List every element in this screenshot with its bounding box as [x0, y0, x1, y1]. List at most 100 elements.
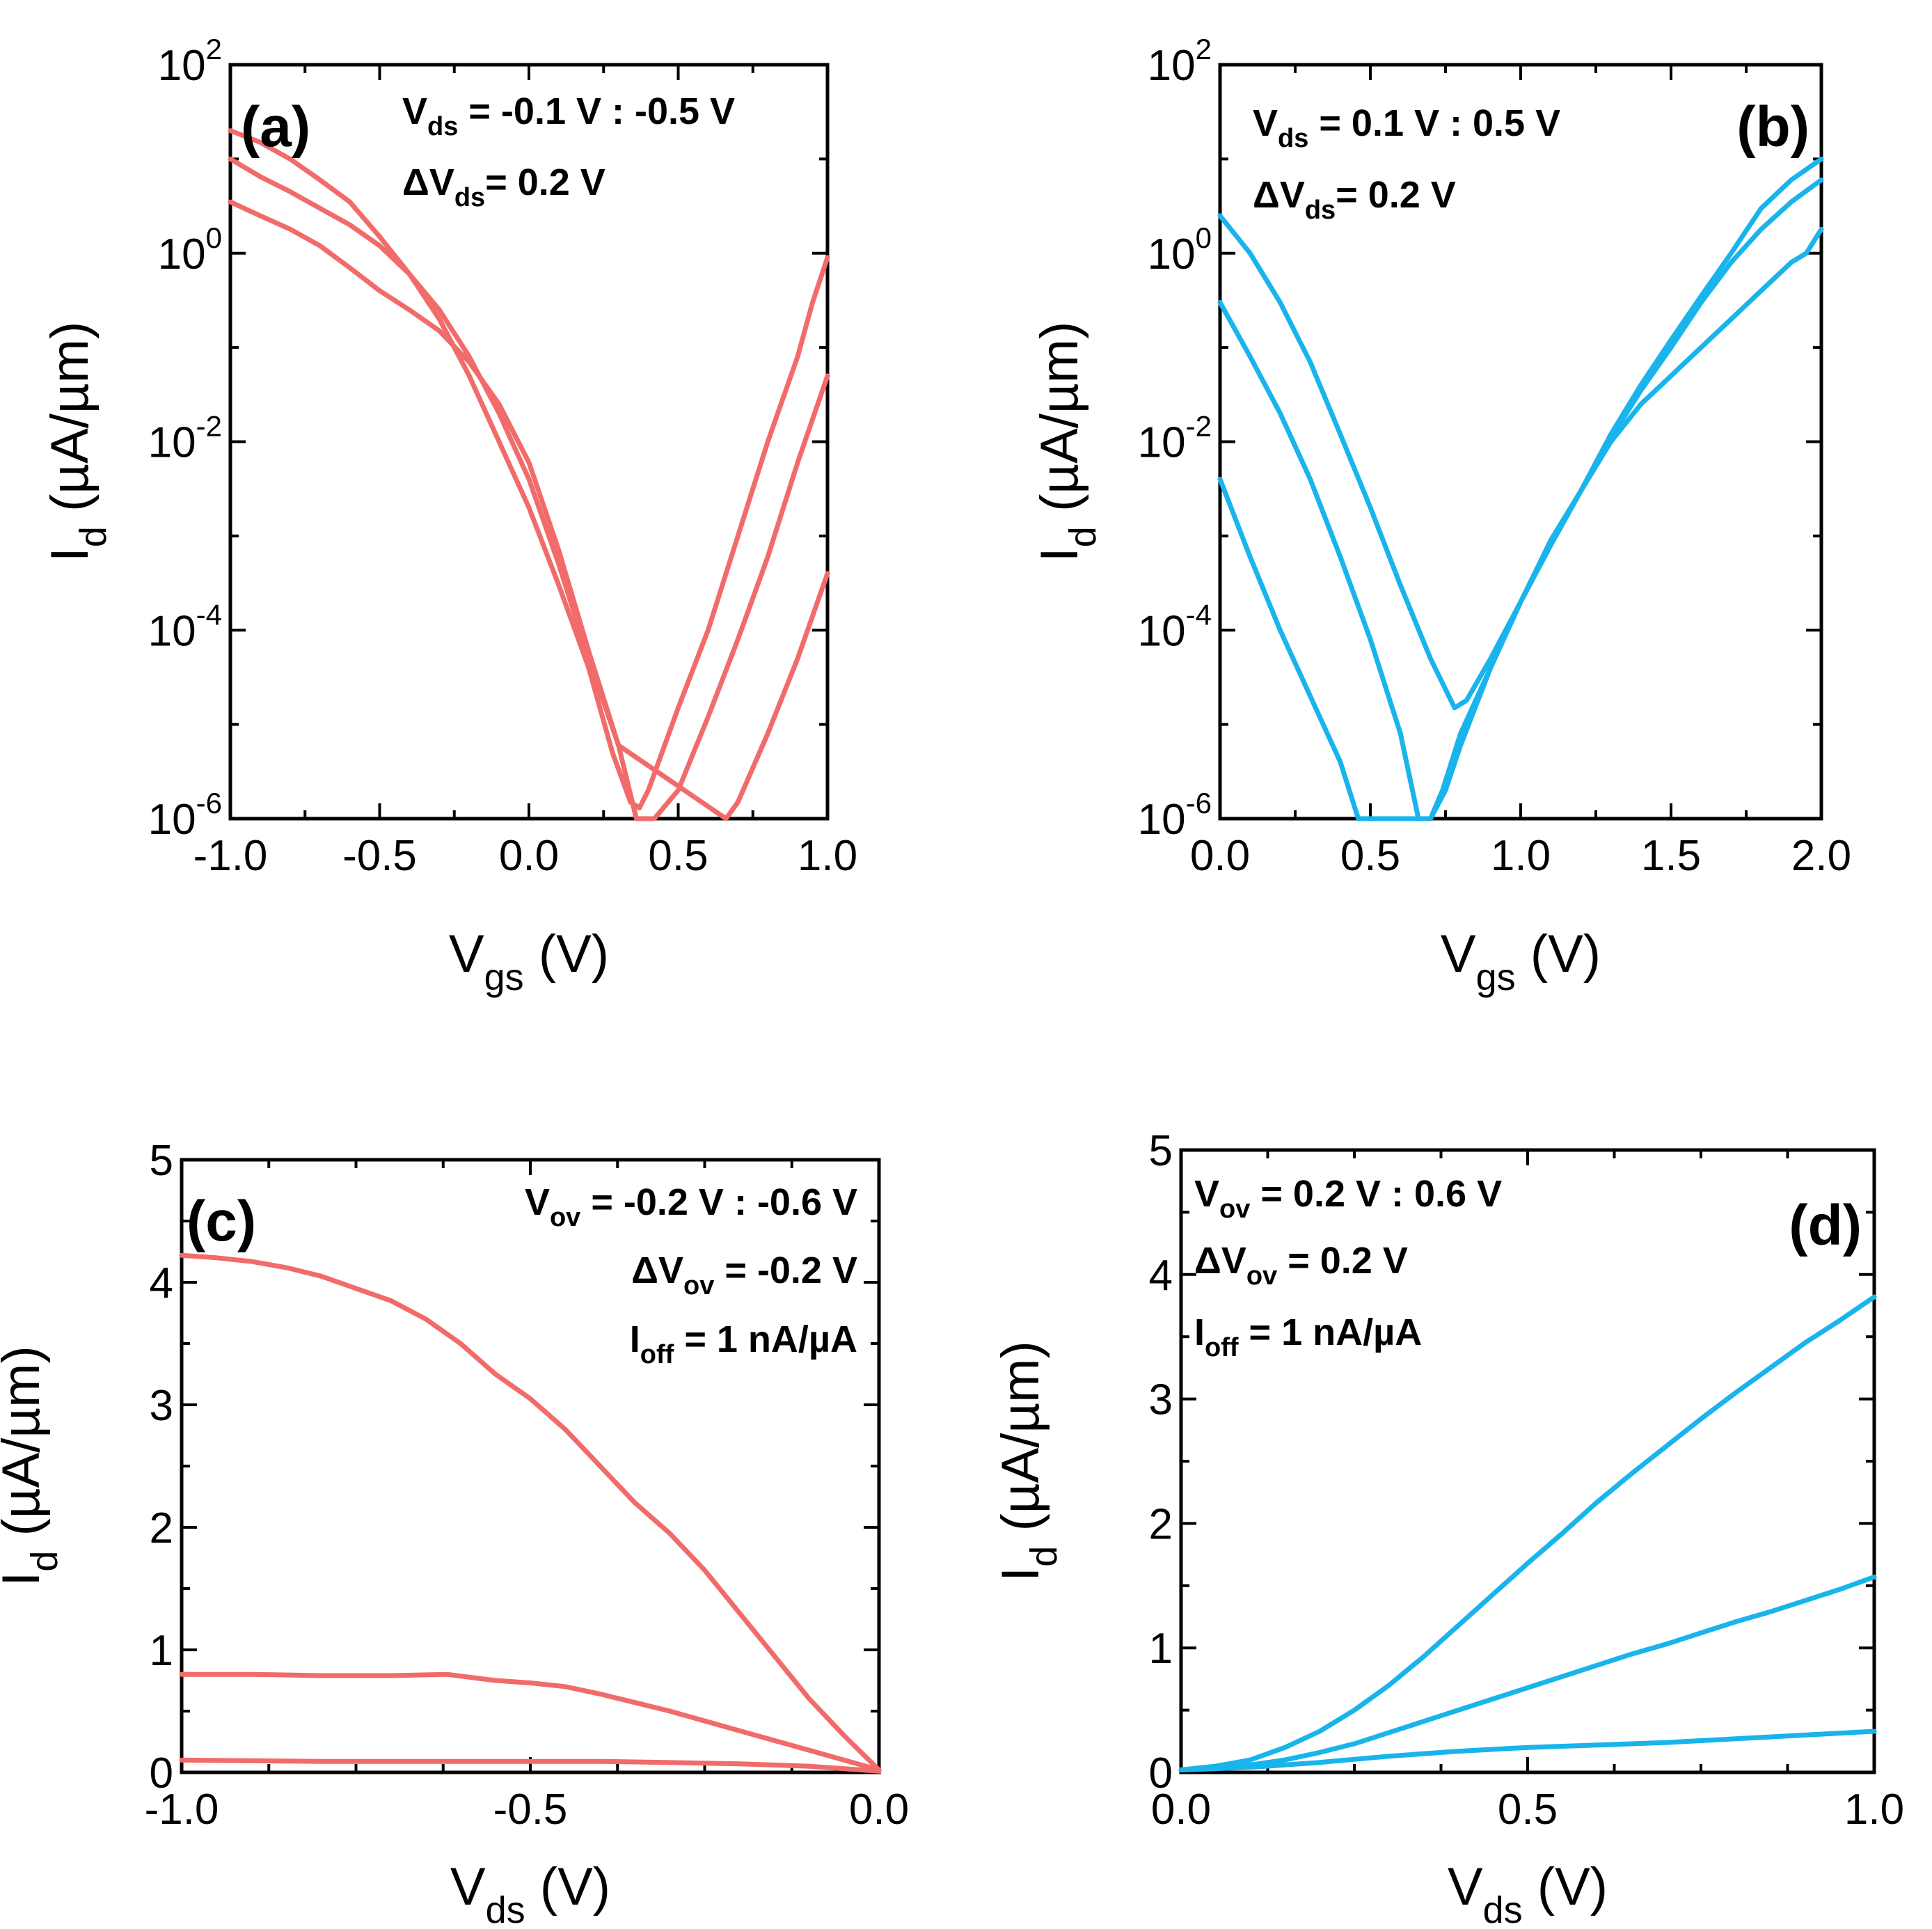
panel-b: 0.0 0.5 1.0 1.5 2.0 10-6 10-4 10-2 100 102 (b) V… [1030, 33, 1851, 998]
panel-label-a: (a) [241, 95, 310, 159]
y-tick-label: 102 [1148, 33, 1212, 90]
y-tick-label: 0 [1149, 1749, 1173, 1797]
y-tick-labels-b: 10-6 10-4 10-2 100 102 [1138, 33, 1212, 844]
y-axis-title-a: Id (µA/µm) [40, 322, 114, 562]
annotation-line: ΔVov = 0.2 V [1194, 1240, 1408, 1291]
y-tick-labels-a: 10-6 10-4 10-2 100 102 [148, 33, 222, 844]
series-line-b-2 [1217, 177, 1824, 821]
y-tick-label: 10-4 [1138, 598, 1212, 655]
minor-ticks-b [1220, 65, 1821, 819]
curves-b [1217, 156, 1824, 821]
series-line-d-2 [1178, 1574, 1877, 1772]
curves-a [228, 128, 830, 821]
series-line-b-3 [1217, 226, 1824, 821]
x-tick-label: 0.5 [1498, 1786, 1558, 1834]
y-tick-label: 10-6 [1138, 787, 1212, 844]
annotations-c: Vov = -0.2 V : -0.6 V ΔVov = -0.2 V Ioff =… [525, 1181, 857, 1369]
x-tick-label: -0.5 [493, 1786, 568, 1834]
major-ticks-d [1180, 1149, 1876, 1774]
major-ticks-b [1219, 63, 1823, 820]
y-tick-labels-c: 0 1 2 3 4 5 [150, 1137, 173, 1797]
panel-label-b: (b) [1736, 95, 1810, 159]
y-tick-label: 100 [158, 221, 222, 278]
minor-ticks-c [182, 1160, 879, 1772]
x-tick-label: -0.5 [342, 832, 417, 880]
x-tick-label: 0.0 [1190, 832, 1250, 880]
annotations-a: Vds = -0.1 V : -0.5 V ΔVds= 0.2 V [402, 90, 735, 212]
x-tick-labels-c: -1.0 -0.5 0.0 [145, 1786, 910, 1834]
x-tick-label: 1.0 [1844, 1786, 1904, 1834]
x-tick-label: 0.5 [648, 832, 708, 880]
y-tick-label: 5 [150, 1137, 173, 1185]
plot-frame-b [1218, 63, 1823, 821]
major-ticks-a [229, 63, 829, 820]
panel-a: -1.0 -0.5 0.0 0.5 1.0 10-6 10-4 10-2 100 102 (a)… [40, 33, 857, 998]
x-tick-label: 0.0 [499, 832, 559, 880]
series-line-b-1 [1217, 156, 1824, 711]
y-tick-label: 4 [1149, 1252, 1173, 1300]
x-axis-title-d: Vds (V) [1448, 1857, 1608, 1929]
minor-ticks-d [1181, 1150, 1874, 1772]
series-line-a-2 [228, 156, 830, 821]
y-axis-title-b: Id (µA/µm) [1030, 322, 1104, 562]
x-axis-title-a: Vgs (V) [449, 924, 609, 998]
x-tick-labels-b: 0.0 0.5 1.0 1.5 2.0 [1190, 832, 1851, 880]
y-tick-label: 1 [1149, 1625, 1173, 1673]
y-tick-label: 4 [150, 1259, 173, 1307]
annotations-d: Vov = 0.2 V : 0.6 V ΔVov = 0.2 V Ioff = 1 … [1194, 1173, 1502, 1362]
annotation-line: Vds = -0.1 V : -0.5 V [402, 90, 735, 141]
annotation-line: Vds = 0.1 V : 0.5 V [1253, 102, 1560, 153]
annotation-line: Ioff = 1 nA/µA [1194, 1312, 1422, 1362]
panel-label-c: (c) [187, 1190, 256, 1253]
annotation-line: Ioff = 1 nA/µA [630, 1318, 857, 1369]
series-line-c-3 [179, 1757, 882, 1774]
annotation-line: Vov = 0.2 V : 0.6 V [1194, 1173, 1502, 1224]
y-tick-label: 10-2 [1138, 410, 1212, 467]
y-tick-label: 3 [150, 1382, 173, 1430]
x-tick-labels-a: -1.0 -0.5 0.0 0.5 1.0 [193, 832, 858, 880]
y-axis-title-c: Id (µA/µm) [0, 1346, 65, 1586]
y-tick-label: 5 [1149, 1127, 1173, 1175]
y-tick-label: 1 [150, 1627, 173, 1675]
minor-ticks-a [230, 65, 828, 819]
y-tick-labels-d: 0 1 2 3 4 5 [1149, 1127, 1173, 1797]
y-tick-label: 2 [150, 1504, 173, 1552]
y-tick-label: 100 [1148, 221, 1212, 278]
curves-c [179, 1252, 882, 1774]
series-line-d-3 [1178, 1729, 1877, 1772]
y-tick-label: 10-2 [148, 410, 222, 467]
x-tick-label: -1.0 [193, 832, 268, 880]
y-tick-label: 10-6 [148, 787, 222, 844]
x-tick-label: 2.0 [1791, 832, 1851, 880]
panel-label-d: (d) [1789, 1194, 1862, 1257]
y-tick-label: 0 [150, 1749, 173, 1797]
annotation-line: ΔVds= 0.2 V [402, 162, 605, 212]
y-tick-label: 3 [1149, 1376, 1173, 1424]
panel-d: 0.0 0.5 1.0 0 1 2 3 4 5 (d) Vov = 0.2 V : 0.6 V… [991, 1127, 1904, 1929]
series-line-d-1 [1178, 1294, 1877, 1772]
x-tick-label: 0.0 [1151, 1786, 1211, 1834]
y-axis-title-d: Id (µA/µm) [991, 1341, 1065, 1582]
y-tick-label: 10-4 [148, 598, 222, 655]
series-line-a-1 [228, 128, 830, 811]
x-tick-label: -1.0 [145, 1786, 219, 1834]
series-line-c-2 [179, 1671, 882, 1772]
curves-d [1178, 1294, 1877, 1772]
x-tick-label: 1.0 [1491, 832, 1551, 880]
series-line-a-3 [228, 199, 830, 821]
x-axis-title-c: Vds (V) [450, 1857, 610, 1929]
annotation-line: ΔVov = -0.2 V [631, 1250, 857, 1300]
x-tick-label: 0.0 [849, 1786, 909, 1834]
annotations-b: Vds = 0.1 V : 0.5 V ΔVds= 0.2 V [1253, 102, 1560, 225]
series-line-c-1 [179, 1252, 882, 1772]
annotation-line: ΔVds= 0.2 V [1253, 174, 1456, 225]
x-tick-label: 1.5 [1641, 832, 1701, 880]
x-tick-label: 1.0 [798, 832, 857, 880]
y-tick-label: 2 [1149, 1500, 1173, 1548]
x-axis-title-b: Vgs (V) [1441, 924, 1601, 998]
y-tick-label: 102 [158, 33, 222, 90]
annotation-line: Vov = -0.2 V : -0.6 V [525, 1181, 857, 1232]
panel-c: -1.0 -0.5 0.0 0 1 2 3 4 5 (c) Vov = -0.2 V : -0… [0, 1137, 909, 1929]
x-tick-labels-d: 0.0 0.5 1.0 [1151, 1786, 1904, 1834]
